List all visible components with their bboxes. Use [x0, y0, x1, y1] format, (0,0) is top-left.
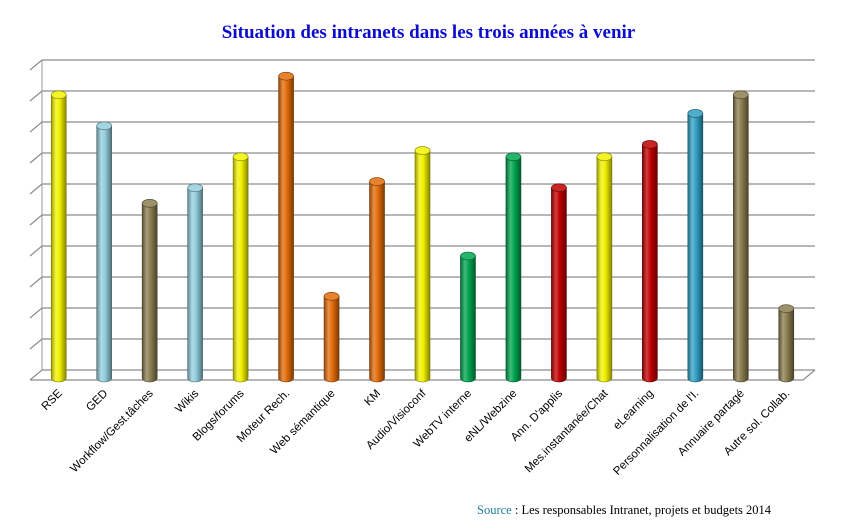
source-note: Source : Les responsables Intranet, proj…: [477, 503, 771, 518]
x-tick-label: Mes.instantanée/Chat: [523, 387, 611, 475]
x-tick-label: Personnalisation de l'I.: [611, 388, 701, 478]
bars: [50, 71, 795, 383]
bar: [141, 199, 158, 383]
bar: [505, 152, 522, 383]
bar: [50, 90, 67, 383]
gridline: [29, 59, 815, 71]
bar: [596, 152, 613, 383]
bar: [369, 177, 385, 383]
bar: [187, 183, 203, 383]
bar: [778, 304, 795, 383]
source-label: Source: [477, 503, 512, 517]
bar: [96, 121, 113, 383]
bar: [232, 152, 249, 383]
chart-title: Situation des intranets dans les trois a…: [221, 22, 636, 43]
source-text: : Les responsables Intranet, projets et …: [511, 503, 772, 517]
x-tick-label: KM: [362, 388, 383, 409]
bar: [323, 291, 340, 383]
gridline: [29, 90, 815, 102]
x-tick-label: RSE: [40, 387, 65, 412]
x-tick-label: GED: [84, 388, 110, 414]
bar: [642, 140, 658, 383]
bar: [278, 71, 294, 383]
bar: [551, 183, 567, 383]
bar: [414, 146, 431, 383]
x-tick-label: Wikis: [173, 387, 201, 415]
x-tick-label: Workflow/Gest.tâches: [68, 387, 156, 475]
bar: [732, 90, 749, 383]
gridline: [29, 121, 815, 133]
bar: [460, 251, 476, 383]
bar: [687, 109, 704, 383]
x-tick-label: eLearning: [611, 388, 656, 433]
